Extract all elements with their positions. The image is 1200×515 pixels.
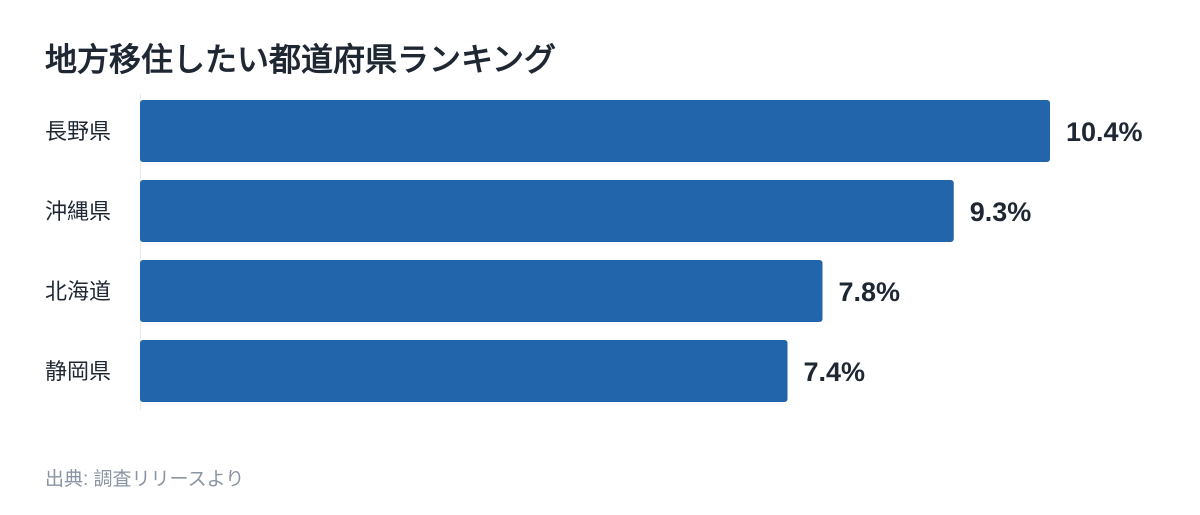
bar: [140, 100, 1050, 162]
source-note: 出典: 調査リリースより: [45, 468, 244, 490]
value-label: 7.8%: [839, 277, 901, 307]
category-label: 長野県: [45, 119, 111, 144]
value-label: 10.4%: [1066, 117, 1143, 147]
bar: [140, 260, 823, 322]
value-label: 9.3%: [970, 197, 1032, 227]
bar: [140, 180, 954, 242]
bar: [140, 340, 788, 402]
category-label: 静岡県: [45, 359, 111, 384]
category-label: 北海道: [45, 279, 111, 304]
value-label: 7.4%: [804, 357, 866, 387]
chart-title: 地方移住したい都道府県ランキング: [45, 41, 556, 77]
category-label: 沖縄県: [45, 199, 111, 224]
